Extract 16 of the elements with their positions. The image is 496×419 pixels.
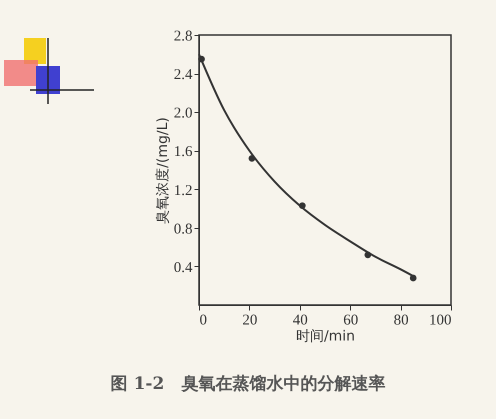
x-axis-title: 时间/min bbox=[296, 328, 356, 344]
x-tick-label: 0 bbox=[200, 312, 207, 328]
y-axis-title: 臭氧浓度/(mg/L) bbox=[154, 117, 171, 224]
y-tick-label: 1.6 bbox=[174, 144, 193, 160]
y-tick-label: 0.8 bbox=[174, 221, 192, 238]
caption: 图 1-2 臭氧在蒸馏水中的分解速率 bbox=[110, 373, 386, 395]
y-tick-label: 1.2 bbox=[174, 182, 192, 199]
x-tick-label: 20 bbox=[242, 312, 258, 328]
x-tick-label: 60 bbox=[343, 312, 358, 328]
y-tick-label: 2.0 bbox=[174, 106, 192, 122]
y-tick-label: 0.4 bbox=[174, 260, 193, 276]
y-tick-label: 2.4 bbox=[174, 67, 193, 84]
x-tick-label: 40 bbox=[292, 312, 308, 328]
x-tick-label: 100 bbox=[429, 312, 452, 328]
x-tick-label: 80 bbox=[394, 312, 409, 328]
y-tick-label: 2.8 bbox=[174, 28, 192, 44]
